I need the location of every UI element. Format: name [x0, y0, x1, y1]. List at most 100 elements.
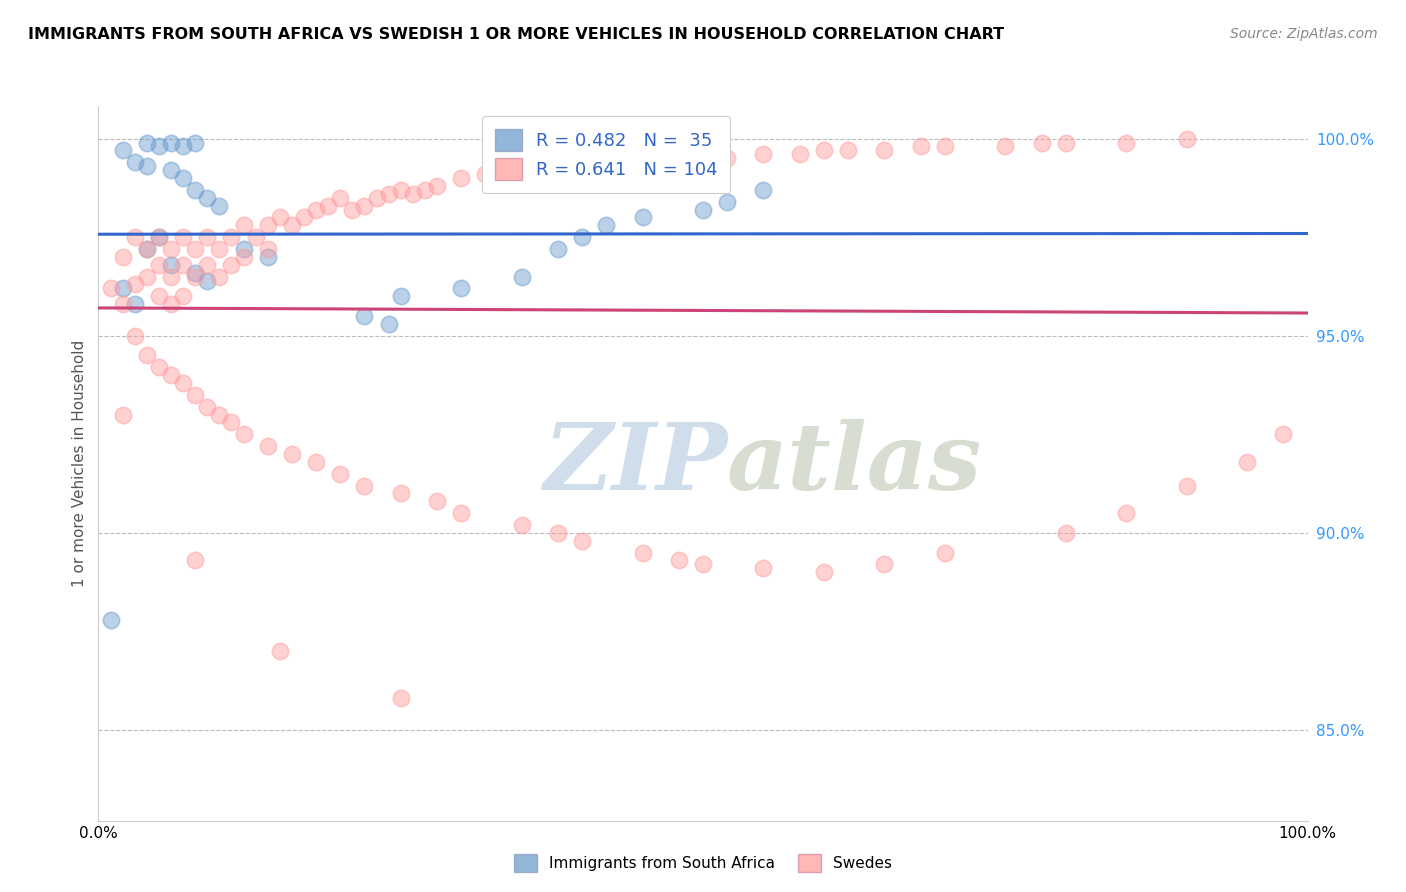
Point: [353, 478, 375, 492]
Point: [631, 211, 654, 225]
Point: [208, 242, 231, 256]
Point: [256, 242, 278, 256]
Point: [160, 368, 183, 383]
Point: [377, 186, 399, 201]
Point: [232, 250, 254, 264]
Point: [342, 202, 364, 217]
Point: [172, 258, 194, 272]
Point: [232, 427, 254, 442]
Point: [692, 151, 714, 165]
Point: [160, 269, 183, 284]
Point: [523, 163, 546, 178]
Point: [692, 558, 714, 572]
Point: [752, 147, 775, 161]
Point: [124, 230, 146, 244]
Point: [1175, 478, 1198, 492]
Text: IMMIGRANTS FROM SOUTH AFRICA VS SWEDISH 1 OR MORE VEHICLES IN HOUSEHOLD CORRELAT: IMMIGRANTS FROM SOUTH AFRICA VS SWEDISH …: [28, 27, 1004, 42]
Point: [256, 250, 278, 264]
Point: [172, 139, 194, 153]
Text: Source: ZipAtlas.com: Source: ZipAtlas.com: [1230, 27, 1378, 41]
Point: [208, 269, 231, 284]
Point: [160, 297, 183, 311]
Point: [619, 155, 641, 169]
Point: [135, 136, 157, 150]
Point: [305, 455, 328, 469]
Point: [160, 242, 183, 256]
Point: [547, 525, 569, 540]
Point: [160, 163, 183, 178]
Point: [111, 297, 134, 311]
Point: [910, 139, 932, 153]
Point: [135, 242, 157, 256]
Point: [329, 467, 352, 481]
Point: [135, 269, 157, 284]
Point: [172, 289, 194, 303]
Point: [377, 317, 399, 331]
Point: [245, 230, 267, 244]
Text: ZIP: ZIP: [543, 419, 727, 508]
Point: [269, 644, 291, 658]
Point: [813, 144, 835, 158]
Point: [595, 219, 617, 233]
Point: [498, 167, 520, 181]
Point: [547, 163, 569, 178]
Point: [195, 400, 218, 414]
Point: [668, 155, 690, 169]
Text: atlas: atlas: [727, 419, 983, 508]
Point: [124, 297, 146, 311]
Point: [1115, 136, 1137, 150]
Point: [1236, 455, 1258, 469]
Point: [571, 533, 593, 548]
Legend: Immigrants from South Africa, Swedes: Immigrants from South Africa, Swedes: [506, 846, 900, 880]
Point: [474, 167, 496, 181]
Point: [135, 159, 157, 173]
Point: [184, 553, 207, 567]
Point: [389, 691, 412, 706]
Point: [172, 376, 194, 390]
Point: [124, 155, 146, 169]
Point: [172, 230, 194, 244]
Point: [148, 139, 170, 153]
Point: [281, 219, 304, 233]
Point: [716, 151, 738, 165]
Point: [160, 258, 183, 272]
Point: [450, 506, 472, 520]
Point: [873, 558, 896, 572]
Point: [292, 211, 315, 225]
Point: [571, 159, 593, 173]
Point: [232, 242, 254, 256]
Point: [644, 155, 666, 169]
Point: [184, 136, 207, 150]
Point: [160, 136, 183, 150]
Point: [281, 447, 304, 461]
Point: [111, 144, 134, 158]
Point: [994, 139, 1017, 153]
Point: [1175, 131, 1198, 145]
Point: [813, 566, 835, 580]
Point: [208, 198, 231, 212]
Point: [595, 159, 617, 173]
Point: [426, 494, 449, 508]
Point: [148, 230, 170, 244]
Point: [329, 191, 352, 205]
Point: [232, 219, 254, 233]
Point: [269, 211, 291, 225]
Point: [389, 289, 412, 303]
Point: [184, 388, 207, 402]
Point: [510, 518, 533, 533]
Point: [752, 183, 775, 197]
Point: [571, 230, 593, 244]
Point: [135, 242, 157, 256]
Point: [389, 486, 412, 500]
Legend: R = 0.482   N =  35, R = 0.641   N = 104: R = 0.482 N = 35, R = 0.641 N = 104: [482, 116, 731, 193]
Point: [111, 408, 134, 422]
Point: [172, 171, 194, 186]
Point: [256, 219, 278, 233]
Point: [111, 281, 134, 295]
Point: [1272, 427, 1295, 442]
Point: [195, 191, 218, 205]
Point: [148, 289, 170, 303]
Point: [124, 328, 146, 343]
Point: [221, 230, 243, 244]
Point: [256, 439, 278, 453]
